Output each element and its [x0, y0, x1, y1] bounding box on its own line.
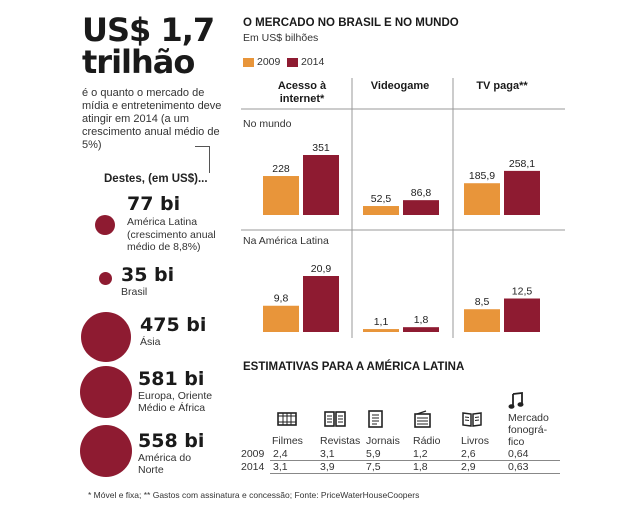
- footnote: * Móvel e fixa; ** Gastos com assinatura…: [88, 490, 420, 500]
- col-label-mercado: Mercado fonográ-fico: [508, 412, 558, 448]
- table-cell: 3,1: [320, 448, 335, 460]
- legend-label-2009: 2009: [257, 56, 281, 68]
- music-note-icon: [508, 392, 524, 409]
- bar-value-label: 228: [272, 163, 290, 175]
- col-head-videogame: Videogame: [370, 80, 430, 92]
- bar: [464, 309, 500, 332]
- film-icon: [277, 412, 297, 426]
- bar: [263, 176, 299, 215]
- region-name-latam: América Latina: [127, 216, 198, 228]
- region-circle-north-america: [80, 425, 132, 477]
- headline-line1: US$ 1,7: [82, 11, 215, 49]
- legend-swatch-2014: [287, 58, 298, 67]
- bar: [363, 206, 399, 215]
- region-value-emea: 581 bi: [138, 368, 205, 390]
- bar-value-label: 20,9: [311, 263, 332, 275]
- panel-label-latam: Na América Latina: [243, 235, 329, 247]
- region-value-brasil: 35 bi: [121, 264, 175, 286]
- row-label-2009: 2009: [241, 448, 265, 460]
- headline-line2: trilhão: [82, 43, 195, 81]
- bar: [464, 183, 500, 215]
- table-cell: 1,2: [413, 448, 428, 460]
- book-icon: [462, 412, 482, 427]
- bar: [303, 155, 339, 215]
- bar: [504, 170, 540, 215]
- col-label-radio: Rádio: [413, 435, 441, 447]
- col-label-filmes: Filmes: [272, 435, 303, 447]
- region-name-emea: Europa, Oriente Médio e África: [138, 390, 213, 414]
- table-cell: 5,9: [366, 448, 381, 460]
- table-cell: 2,4: [273, 448, 288, 460]
- region-circle-asia: [81, 312, 131, 362]
- col-head-internet: Acesso à internet*: [277, 80, 327, 105]
- region-value-latam: 77 bi: [127, 193, 181, 215]
- bar-value-label: 8,5: [475, 296, 490, 308]
- bar: [504, 298, 540, 332]
- table-row-line-2: [270, 473, 560, 474]
- bar-value-label: 9,8: [274, 293, 289, 305]
- bar-value-label: 351: [312, 142, 330, 154]
- bar-value-label: 185,9: [469, 170, 495, 182]
- region-circle-emea: [80, 366, 132, 418]
- bar-value-label: 52,5: [371, 193, 392, 205]
- col-label-livros: Livros: [461, 435, 490, 447]
- col-label-jornais: Jornais: [366, 435, 400, 447]
- bar: [363, 329, 399, 332]
- panel-label-world: No mundo: [243, 118, 292, 130]
- table-cell: 2,9: [461, 461, 476, 473]
- radio-icon: [414, 410, 431, 428]
- region-name-brasil: Brasil: [121, 286, 148, 298]
- newspaper-icon: [368, 410, 383, 428]
- intro-text: é o quanto o mercado de mídia e entreten…: [82, 87, 222, 151]
- col-label-revistas: Revistas: [320, 435, 361, 447]
- bar-value-label: 86,8: [411, 187, 432, 199]
- col-label-mercado-text: Mercado fonográ-fico: [508, 412, 549, 448]
- table-cell: 3,9: [320, 461, 335, 473]
- bar-value-label: 258,1: [509, 158, 535, 170]
- col-head-tvpaga: TV paga**: [476, 80, 528, 92]
- region-circle-latam: [95, 215, 115, 235]
- bar-value-label: 1,8: [414, 314, 429, 326]
- table-cell: 0,64: [508, 448, 529, 460]
- table-row-line-1: [270, 460, 560, 461]
- bar: [263, 305, 299, 332]
- destes-label: Destes, (em US$)...: [104, 173, 208, 185]
- table-cell: 2,6: [461, 448, 476, 460]
- legend-swatch-2009: [243, 58, 254, 67]
- chart-subtitle: Em US$ bilhões: [243, 32, 319, 44]
- legend-label-2014: 2014: [301, 56, 325, 68]
- row-label-2014: 2014: [241, 461, 265, 473]
- magazine-icon: [324, 411, 346, 427]
- region-name-asia: Ásia: [140, 336, 161, 348]
- region-note-latam: (crescimento anual médio de 8,8%): [127, 229, 216, 253]
- table-cell: 7,5: [366, 461, 381, 473]
- bar: [303, 276, 339, 332]
- chart-title: O MERCADO NO BRASIL E NO MUNDO: [243, 17, 459, 29]
- bar-value-label: 1,1: [374, 316, 389, 328]
- region-value-north-america: 558 bi: [138, 430, 205, 452]
- bar: [403, 200, 439, 215]
- table-cell: 0,63: [508, 461, 529, 473]
- bar: [403, 327, 439, 332]
- table-cell: 1,8: [413, 461, 428, 473]
- table-cell: 3,1: [273, 461, 288, 473]
- region-circle-brasil: [99, 272, 112, 285]
- region-name-north-america: América do Norte: [138, 452, 192, 476]
- region-value-asia: 475 bi: [140, 314, 207, 336]
- bracket-connector: [195, 146, 210, 173]
- bar-value-label: 12,5: [512, 286, 533, 298]
- headline: US$ 1,7 trilhão: [82, 11, 215, 81]
- estimates-title: ESTIMATIVAS PARA A AMÉRICA LATINA: [243, 361, 465, 373]
